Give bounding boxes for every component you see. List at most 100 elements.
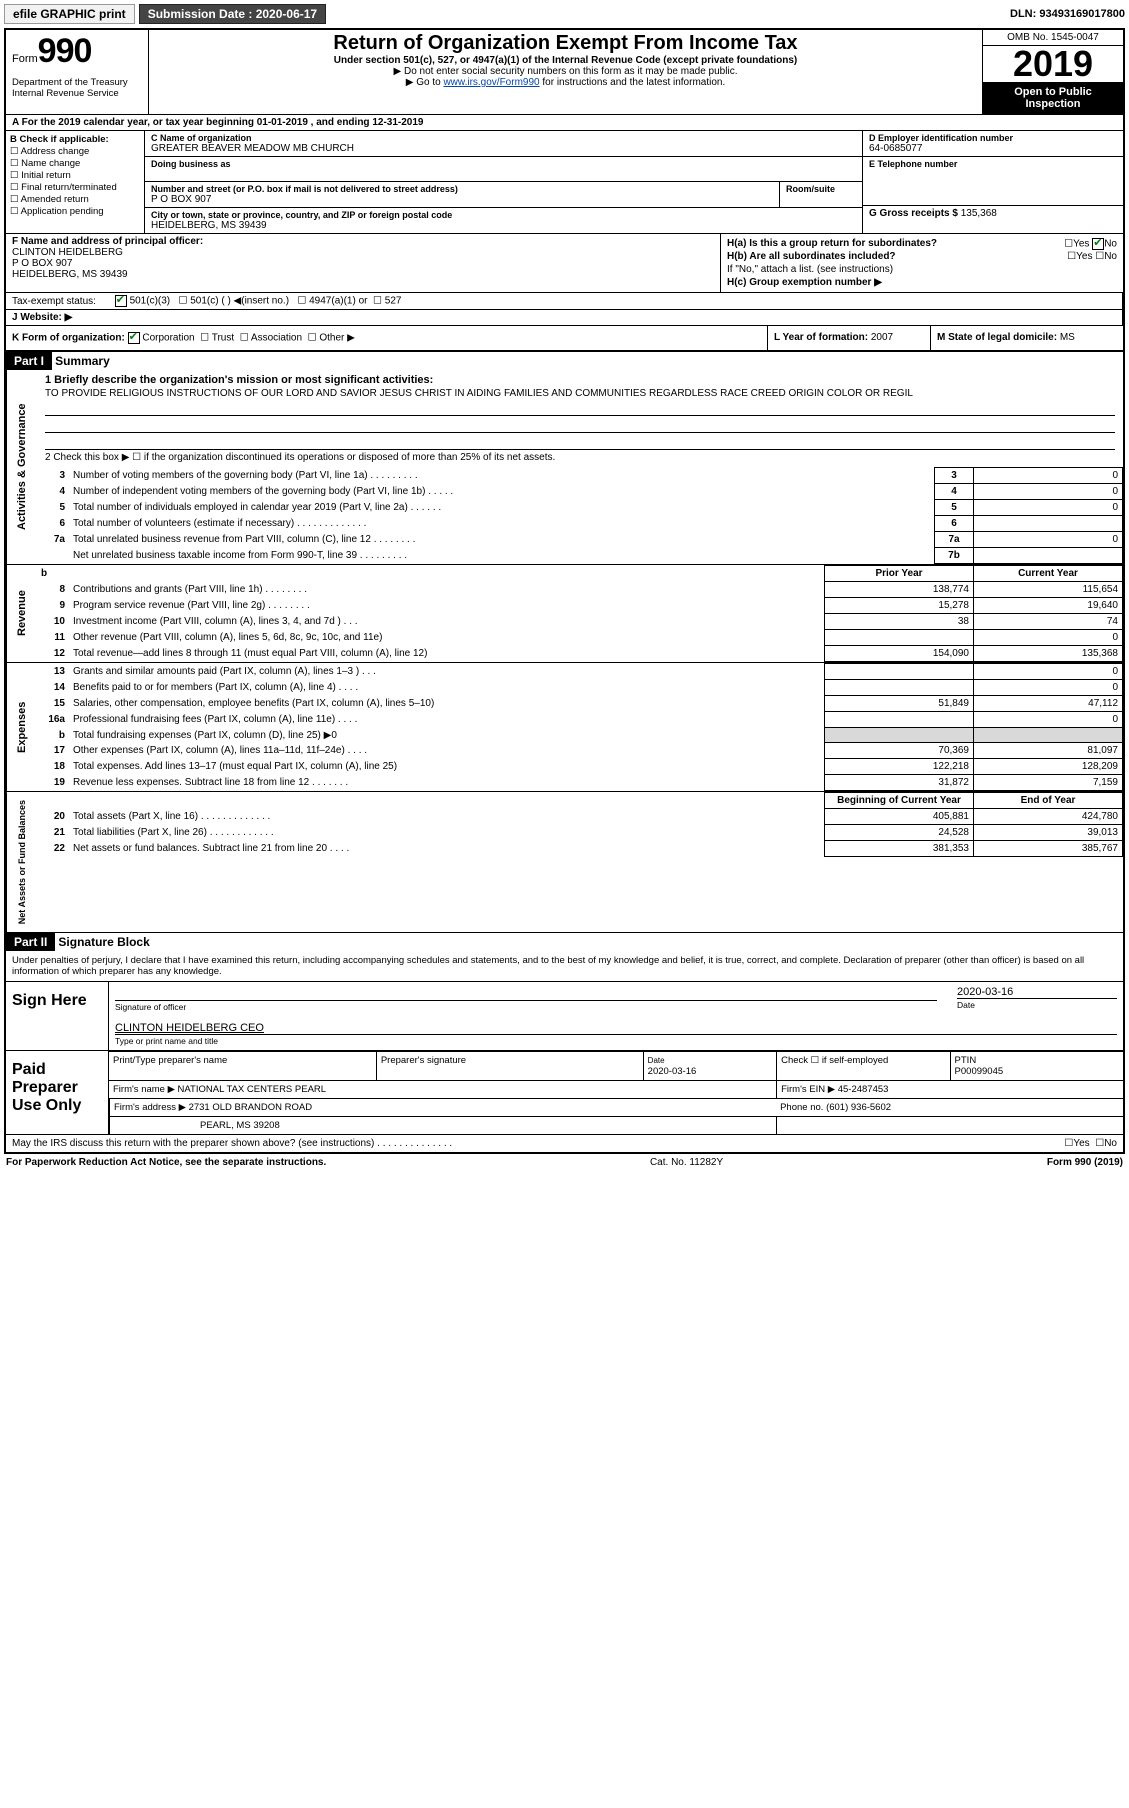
cb-initial-return[interactable]: ☐ Initial return: [10, 170, 140, 181]
pp-self-emp[interactable]: Check ☐ if self-employed: [776, 1051, 949, 1080]
pra-notice: For Paperwork Reduction Act Notice, see …: [6, 1157, 326, 1168]
efile-button[interactable]: efile GRAPHIC print: [4, 4, 135, 24]
i-lbl: Tax-exempt status:: [12, 296, 112, 307]
k-o2: Trust: [212, 333, 234, 344]
may-discuss-row: May the IRS discuss this return with the…: [6, 1134, 1123, 1152]
cat-no: Cat. No. 11282Y: [650, 1157, 723, 1168]
ha-line: H(a) Is this a group return for subordin…: [727, 238, 1117, 249]
submission-date-button[interactable]: Submission Date : 2020-06-17: [139, 4, 326, 24]
c-room-cell: Room/suite: [780, 182, 862, 207]
ag-table: 3 Number of voting members of the govern…: [37, 467, 1123, 564]
k-corp-check[interactable]: [128, 332, 140, 344]
na-table: Beginning of Current YearEnd of Year20 T…: [37, 792, 1123, 857]
c-dba-cell: Doing business as: [145, 157, 862, 182]
k-form-org: K Form of organization: Corporation ☐ Tr…: [6, 326, 767, 350]
page-footer: For Paperwork Reduction Act Notice, see …: [4, 1154, 1125, 1171]
f-v1: CLINTON HEIDELBERG: [12, 247, 123, 258]
part-i-na-block: Net Assets or Fund Balances Beginning of…: [6, 791, 1123, 932]
part-i-tag: Part I: [6, 352, 52, 370]
form-number-box: Form990 Department of the TreasuryIntern…: [6, 30, 149, 114]
header-title-block: Return of Organization Exempt From Incom…: [149, 30, 982, 114]
f-v3: HEIDELBERG, MS 39439: [12, 269, 128, 280]
block-b-through-g: B Check if applicable: ☐ Address change …: [6, 131, 1123, 234]
ha-yesno[interactable]: ☐Yes No: [1064, 238, 1117, 250]
i-o3: 4947(a)(1) or: [309, 296, 367, 307]
firm-blank: [776, 1116, 1123, 1134]
pp-ptin: PTINP00099045: [950, 1051, 1123, 1080]
part-ii-title: Signature Block: [58, 935, 149, 949]
irs-link[interactable]: www.irs.gov/Form990: [443, 77, 539, 88]
header-sub2: ▶ Do not enter social security numbers o…: [155, 66, 976, 77]
cb-name-change[interactable]: ☐ Name change: [10, 158, 140, 169]
c-room-lbl: Room/suite: [786, 184, 856, 194]
c-name-lbl: C Name of organization: [151, 133, 856, 143]
hc-line: H(c) Group exemption number ▶: [727, 277, 1117, 288]
paid-preparer-row: Paid Preparer Use Only Print/Type prepar…: [6, 1050, 1123, 1134]
b-title: B Check if applicable:: [10, 134, 109, 145]
sig-date-val: 2020-03-16: [957, 986, 1117, 998]
j-website: J Website: ▶: [6, 310, 1123, 325]
sig-declaration: Under penalties of perjury, I declare th…: [6, 951, 1123, 981]
firm-phone: Phone no. (601) 936-5602: [776, 1098, 1123, 1116]
firm-name: Firm's name ▶ NATIONAL TAX CENTERS PEARL: [109, 1080, 776, 1098]
q1-mission: 1 Briefly describe the organization's mi…: [37, 370, 1123, 467]
form-prefix: Form: [12, 53, 38, 65]
j-lbl: J Website: ▶: [12, 312, 72, 323]
g-gross-val: 135,368: [961, 208, 997, 219]
hb-yesno[interactable]: ☐Yes ☐No: [1067, 251, 1117, 262]
c-dba-lbl: Doing business as: [151, 159, 856, 169]
c-addr-val: P O BOX 907: [151, 194, 773, 205]
part-i-ag-block: Activities & Governance 1 Briefly descri…: [6, 370, 1123, 564]
sign-here-body: Signature of officer 2020-03-16 Date CLI…: [109, 982, 1123, 1050]
open-public-badge: Open to Public Inspection: [983, 82, 1123, 114]
g-gross-cell: G Gross receipts $ 135,368: [863, 206, 1123, 230]
cb-app-pending[interactable]: ☐ Application pending: [10, 206, 140, 217]
e-phone-lbl: E Telephone number: [869, 159, 1117, 169]
line-a-period: A For the 2019 calendar year, or tax yea…: [6, 115, 1123, 131]
hb-note: If "No," attach a list. (see instruction…: [727, 264, 1117, 275]
may-discuss-yesno[interactable]: ☐Yes ☐No: [1064, 1138, 1117, 1149]
ha-no-checked: [1092, 238, 1104, 250]
i-j-row: Tax-exempt status: 501(c)(3) ☐ 501(c) ( …: [6, 293, 1123, 310]
side-net-assets: Net Assets or Fund Balances: [6, 792, 37, 932]
tax-year: 2019: [983, 46, 1123, 82]
c-city-cell: City or town, state or province, country…: [145, 208, 862, 233]
part-i: Part I Summary Activities & Governance 1…: [6, 352, 1123, 933]
officer-name-title: CLINTON HEIDELBERG CEO: [115, 1022, 1117, 1034]
pp-date: Date2020-03-16: [643, 1051, 776, 1080]
cb-address-change[interactable]: ☐ Address change: [10, 146, 140, 157]
g-gross-lbl: G Gross receipts $: [869, 208, 958, 219]
header-sub3: ▶ Go to www.irs.gov/Form990 for instruct…: [155, 77, 976, 88]
may-discuss-text: May the IRS discuss this return with the…: [12, 1138, 452, 1149]
q2-text: 2 Check this box ▶ ☐ if the organization…: [45, 452, 1115, 463]
sign-here-row: Sign Here Signature of officer 2020-03-1…: [6, 981, 1123, 1050]
part-i-title: Summary: [55, 354, 110, 368]
sub3-post: for instructions and the latest informat…: [540, 77, 726, 88]
paid-preparer-label: Paid Preparer Use Only: [6, 1051, 109, 1134]
hc-text: H(c) Group exemption number ▶: [727, 277, 882, 288]
f-lbl: F Name and address of principal officer:: [12, 236, 203, 247]
c-name-val: GREATER BEAVER MEADOW MB CHURCH: [151, 143, 856, 154]
dept-text: Department of the TreasuryInternal Reven…: [12, 71, 142, 99]
i-501c3-check[interactable]: [115, 295, 127, 307]
h-group: H(a) Is this a group return for subordin…: [721, 234, 1123, 292]
k-lbl: K Form of organization:: [12, 333, 125, 344]
exp-table: 13 Grants and similar amounts paid (Part…: [37, 663, 1123, 791]
form-container: Form990 Department of the TreasuryIntern…: [4, 28, 1125, 1154]
d-ein-lbl: D Employer identification number: [869, 133, 1117, 143]
cb-final-return[interactable]: ☐ Final return/terminated: [10, 182, 140, 193]
i-o2: 501(c) ( ) ◀(insert no.): [190, 296, 289, 307]
cb-amended[interactable]: ☐ Amended return: [10, 194, 140, 205]
col-c-org: C Name of organization GREATER BEAVER ME…: [145, 131, 863, 233]
i-o4: 527: [385, 296, 402, 307]
firm-addr2: PEARL, MS 39208: [109, 1116, 776, 1134]
m-val: MS: [1060, 332, 1075, 343]
rev-table: b Prior YearCurrent Year8 Contributions …: [37, 565, 1123, 662]
f-h-row: F Name and address of principal officer:…: [6, 234, 1123, 293]
c-addr-row: Number and street (or P.O. box if mail i…: [145, 182, 862, 208]
d-ein-cell: D Employer identification number 64-0685…: [863, 131, 1123, 157]
m-lbl: M State of legal domicile:: [937, 332, 1057, 343]
part-i-exp-block: Expenses 13 Grants and similar amounts p…: [6, 662, 1123, 791]
paid-grid: Print/Type preparer's name Preparer's si…: [109, 1051, 1123, 1134]
side-activities-gov: Activities & Governance: [6, 370, 37, 564]
